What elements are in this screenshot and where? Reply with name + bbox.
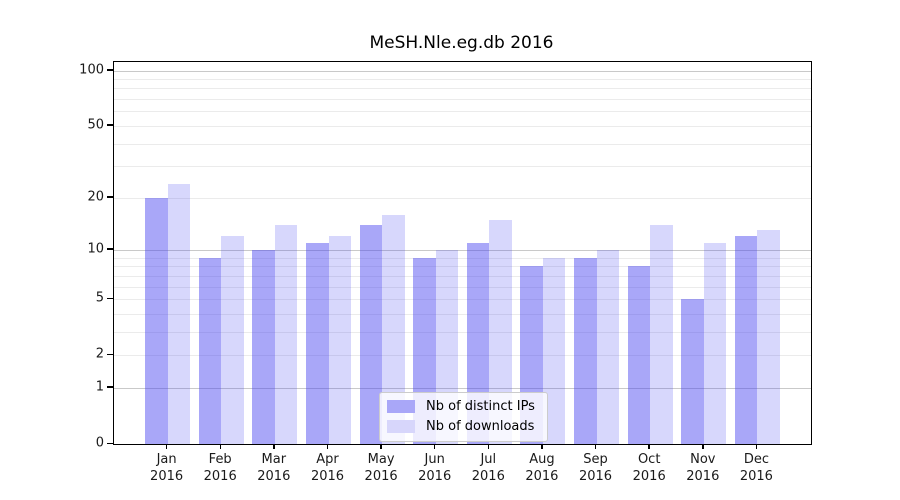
gridline-minor-5 — [114, 299, 811, 300]
gridline-minor-50 — [114, 125, 811, 127]
bar-nb-of-downloads-sep-2016 — [596, 249, 619, 444]
x-axis-label-jul-2016: Jul 2016 — [471, 452, 505, 484]
x-axis-tick-jun-2016 — [433, 444, 436, 449]
y-axis-label-10: 10 — [87, 241, 104, 257]
bar-nb-of-distinct-ips-dec-2016 — [734, 236, 758, 444]
y-axis-label-5: 5 — [95, 290, 104, 306]
y-axis-label-100: 100 — [79, 62, 104, 77]
x-axis-label-dec-2016: Dec 2016 — [739, 452, 773, 484]
x-axis-label-sep-2016: Sep 2016 — [578, 452, 613, 484]
x-axis-tick-oct-2016 — [648, 444, 650, 449]
x-axis-label-jan-2016: Jan 2016 — [150, 452, 184, 484]
x-axis-tick-may-2016 — [380, 444, 382, 449]
x-axis-tick-mar-2016 — [273, 444, 275, 449]
bar-nb-of-distinct-ips-may-2016 — [359, 224, 383, 444]
legend-swatch-distinct-ips — [387, 400, 415, 413]
x-axis-tick-feb-2016 — [219, 444, 221, 449]
bar-nb-of-distinct-ips-sep-2016 — [574, 257, 597, 444]
bar-nb-of-distinct-ips-jan-2016 — [145, 197, 168, 444]
x-axis-tick-sep-2016 — [594, 444, 597, 449]
gridline-major-10 — [114, 249, 811, 251]
x-axis-label-apr-2016: Apr 2016 — [310, 452, 345, 484]
gridline-minor-3 — [114, 331, 811, 333]
bar-nb-of-downloads-oct-2016 — [650, 224, 673, 444]
bar-nb-of-distinct-ips-apr-2016 — [306, 242, 329, 444]
x-axis-tick-jul-2016 — [487, 444, 490, 449]
gridline-major-1 — [114, 387, 811, 389]
bar-nb-of-downloads-dec-2016 — [757, 230, 780, 444]
bar-nb-of-downloads-jul-2016 — [489, 219, 512, 444]
y-axis-tick-5 — [107, 297, 113, 299]
gridline-minor-20 — [114, 197, 811, 199]
y-axis-tick-50 — [107, 124, 113, 126]
gridline-minor-6 — [114, 286, 811, 288]
gridline-minor-70 — [114, 99, 811, 100]
gridline-minor-4 — [114, 313, 811, 315]
y-axis-tick-20 — [107, 196, 113, 198]
x-axis-label-mar-2016: Mar 2016 — [257, 452, 291, 484]
gridline-minor-90 — [114, 78, 811, 80]
y-axis-label-20: 20 — [87, 189, 104, 205]
legend-entry-downloads: Nb of downloads — [387, 419, 535, 434]
y-axis-tick-1 — [107, 386, 113, 388]
legend: Nb of distinct IPs Nb of downloads — [379, 392, 548, 442]
y-axis-label-2: 2 — [95, 346, 104, 362]
y-axis-label-50: 50 — [87, 117, 104, 133]
gridline-minor-60 — [114, 111, 811, 113]
legend-label-downloads: Nb of downloads — [426, 419, 535, 434]
bar-nb-of-distinct-ips-oct-2016 — [627, 266, 651, 444]
x-axis-tick-dec-2016 — [755, 444, 758, 449]
bar-nb-of-distinct-ips-mar-2016 — [252, 249, 275, 444]
x-axis-label-jun-2016: Jun 2016 — [418, 452, 452, 484]
legend-swatch-downloads — [387, 420, 415, 433]
bar-nb-of-distinct-ips-feb-2016 — [198, 257, 222, 444]
x-axis-label-aug-2016: Aug 2016 — [525, 452, 559, 484]
y-axis-tick-2 — [107, 353, 113, 356]
x-axis-label-may-2016: May 2016 — [364, 452, 398, 484]
gridline-minor-80 — [114, 88, 811, 90]
y-axis-label-1: 1 — [95, 379, 104, 395]
bar-nb-of-downloads-jan-2016 — [167, 183, 191, 444]
x-axis-tick-nov-2016 — [702, 444, 704, 449]
plot-area: Nb of distinct IPs Nb of downloads — [113, 61, 812, 445]
x-axis-tick-apr-2016 — [326, 444, 329, 449]
legend-label-distinct-ips: Nb of distinct IPs — [426, 399, 535, 414]
bar-nb-of-downloads-nov-2016 — [703, 242, 727, 444]
bar-nb-of-downloads-mar-2016 — [274, 224, 298, 444]
gridline-minor-8 — [114, 266, 811, 268]
y-axis-tick-100 — [107, 69, 113, 71]
x-axis-tick-jan-2016 — [165, 444, 168, 449]
bar-nb-of-downloads-aug-2016 — [542, 257, 566, 444]
bar-nb-of-distinct-ips-nov-2016 — [681, 299, 704, 444]
bar-nb-of-downloads-may-2016 — [382, 214, 405, 444]
y-axis-label-0: 0 — [95, 435, 104, 451]
gridline-minor-30 — [114, 166, 811, 168]
legend-entry-distinct-ips: Nb of distinct IPs — [387, 399, 535, 414]
plot-canvas — [114, 62, 811, 444]
chart-title: MeSH.Nle.eg.db 2016 — [369, 33, 554, 53]
gridline-minor-9 — [114, 257, 811, 259]
bar-nb-of-downloads-feb-2016 — [221, 236, 244, 444]
gridline-minor-7 — [114, 275, 811, 277]
y-axis-tick-10 — [107, 248, 113, 250]
gridline-major-100 — [114, 70, 811, 72]
x-axis-tick-aug-2016 — [541, 444, 543, 449]
x-axis-label-feb-2016: Feb 2016 — [203, 452, 237, 484]
bar-nb-of-downloads-apr-2016 — [328, 236, 351, 444]
x-axis-label-nov-2016: Nov 2016 — [686, 452, 720, 484]
gridline-minor-2 — [114, 355, 811, 357]
y-axis-tick-0 — [107, 442, 113, 444]
gridline-minor-40 — [114, 143, 811, 145]
x-axis-label-oct-2016: Oct 2016 — [632, 452, 666, 484]
